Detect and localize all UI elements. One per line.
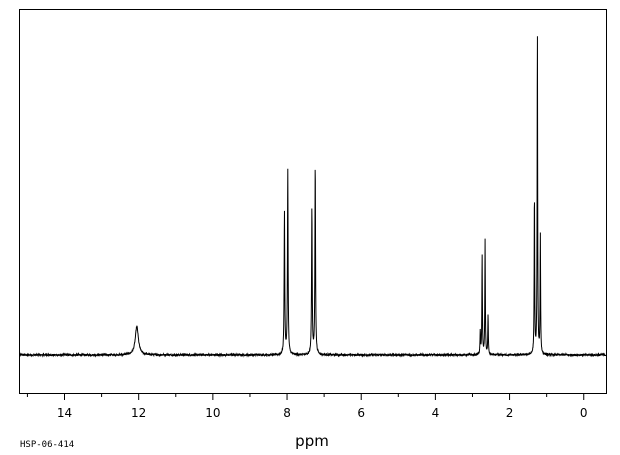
minor-ticks (26, 393, 548, 397)
spectrum-line (19, 36, 607, 358)
x-tick-label: 4 (432, 406, 440, 420)
x-tick-label: 8 (283, 406, 291, 420)
major-ticks (64, 393, 585, 400)
plot-frame (19, 9, 607, 394)
x-tick-label: 6 (357, 406, 365, 420)
x-axis-label: ppm (295, 432, 329, 450)
sample-id-label: HSP-06-414 (20, 440, 74, 450)
x-tick-label: 2 (506, 406, 514, 420)
x-tick-label: 0 (580, 406, 588, 420)
x-tick-label: 12 (131, 406, 146, 420)
x-tick-label: 10 (205, 406, 220, 420)
x-tick-label: 14 (57, 406, 72, 420)
x-tick-labels: 14 12 10 8 6 4 2 0 (57, 406, 588, 420)
